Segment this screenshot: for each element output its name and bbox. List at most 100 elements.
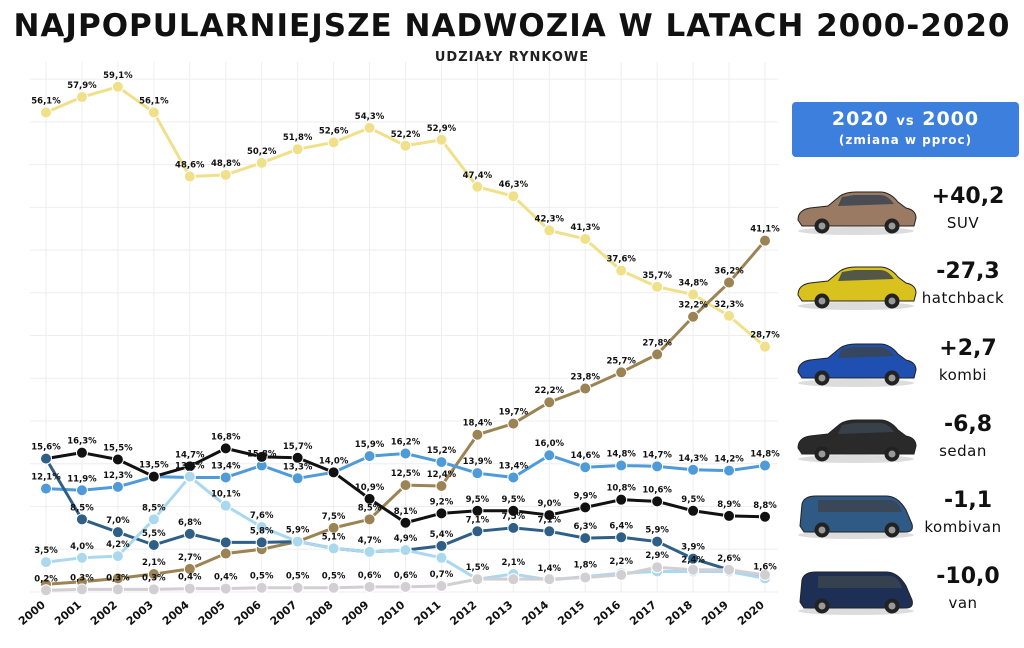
legend-row-van: -10,0 van <box>792 560 1022 630</box>
data-label-inne-2009: 0,6% <box>358 571 382 581</box>
x-tick-label-2016: 2016 <box>591 598 623 628</box>
data-label-kombivan-2004: 6,8% <box>178 518 202 528</box>
data-label-hatchback-2008: 52,6% <box>319 126 349 136</box>
data-point-SUV-2012 <box>471 428 484 441</box>
data-point-kombivan-2005 <box>219 536 232 549</box>
legend-change-value: +40,2 <box>931 184 1005 209</box>
data-label-kombivan-2015: 6,3% <box>573 522 597 532</box>
data-label-kombi-2016: 14,8% <box>606 449 636 459</box>
data-label-kombi-2004: 13,4% <box>175 461 205 471</box>
data-point-kombi-2000 <box>40 482 52 495</box>
data-point-hatchback-2001 <box>75 91 88 104</box>
data-label-van-2018: 2,4% <box>681 555 705 565</box>
data-label-kombi-2005: 13,4% <box>211 461 241 471</box>
data-point-hatchback-2005 <box>219 168 232 181</box>
data-label-SUV-2016: 25,7% <box>606 356 636 366</box>
x-tick-label-2015: 2015 <box>555 598 587 628</box>
data-point-inne-2017 <box>651 561 664 574</box>
data-label-SUV-2003: 2,1% <box>142 558 166 568</box>
data-point-inne-2003 <box>147 583 160 596</box>
year-2020: 2020 <box>831 108 889 130</box>
data-point-inne-2019 <box>723 563 736 576</box>
data-point-kombi-2001 <box>75 484 88 497</box>
legend-body-type-label: sedan <box>939 442 987 460</box>
data-point-sedan-2019 <box>723 509 736 522</box>
data-label-kombivan-2001: 8,5% <box>70 503 94 513</box>
data-point-SUV-2010 <box>399 479 412 492</box>
data-point-sedan-2016 <box>615 493 628 506</box>
data-point-hatchback-2008 <box>327 136 340 149</box>
data-point-SUV-2005 <box>219 547 232 560</box>
year-2000: 2000 <box>922 108 980 130</box>
data-point-hatchback-2010 <box>399 139 412 152</box>
data-point-van-2007 <box>291 535 304 548</box>
data-point-SUV-2020 <box>759 234 771 247</box>
data-point-van-2003 <box>147 513 160 526</box>
data-label-van-2016: 2,2% <box>609 557 633 567</box>
data-point-hatchback-2006 <box>255 156 268 169</box>
data-label-inne-2010: 0,6% <box>394 571 418 581</box>
data-point-van-2001 <box>75 551 88 564</box>
data-label-hatchback-2013: 46,3% <box>499 180 529 190</box>
data-point-sedan-2020 <box>759 510 771 523</box>
data-point-kombivan-2001 <box>75 513 88 526</box>
data-label-hatchback-2016: 37,6% <box>606 255 636 265</box>
data-point-hatchback-2011 <box>435 133 448 146</box>
data-point-sedan-2015 <box>579 501 592 514</box>
data-label-sedan-2009: 10,9% <box>355 483 385 493</box>
data-point-kombivan-2014 <box>543 525 556 538</box>
data-label-kombivan-2011: 5,4% <box>430 530 454 540</box>
data-label-SUV-2017: 27,8% <box>642 338 672 348</box>
data-label-sedan-2002: 15,5% <box>103 444 133 454</box>
data-point-inne-2009 <box>363 580 376 593</box>
data-label-kombi-2008: 14,0% <box>319 456 349 466</box>
data-point-inne-2020 <box>759 568 771 581</box>
x-tick-label-2007: 2007 <box>268 598 300 628</box>
data-point-kombivan-2006 <box>255 536 268 549</box>
data-label-SUV-2010: 12,5% <box>391 469 421 479</box>
legend-row-hatchback: -27,3 hatchback <box>792 255 1022 325</box>
x-tick-label-2005: 2005 <box>196 598 228 628</box>
legend-body-type-label: SUV <box>946 214 980 232</box>
data-label-kombivan-2010: 4,9% <box>394 534 418 544</box>
line-chart: 2000 2001 2002 2003 2004 2005 2006 2007 2008 2009… <box>16 62 780 628</box>
data-point-SUV-2008 <box>327 521 340 534</box>
data-point-hatchback-2013 <box>507 190 520 203</box>
data-point-kombivan-2016 <box>615 531 628 544</box>
data-label-inne-2002: 0,3% <box>106 573 130 583</box>
data-point-hatchback-2002 <box>111 80 124 93</box>
data-point-inne-2013 <box>507 573 520 586</box>
data-label-sedan-2018: 9,5% <box>681 495 705 505</box>
hatchback-car-icon <box>797 266 917 310</box>
data-label-inne-2004: 0,4% <box>178 573 202 583</box>
data-label-hatchback-2002: 59,1% <box>103 71 133 81</box>
data-label-sedan-2001: 16,3% <box>67 437 97 447</box>
x-tick-label-2018: 2018 <box>663 598 695 628</box>
data-label-hatchback-2014: 42,3% <box>535 214 565 224</box>
legend-change-value: +2,7 <box>939 336 997 361</box>
data-point-SUV-2004 <box>183 562 196 575</box>
data-label-inne-2003: 0,3% <box>142 573 166 583</box>
x-tick-label-2004: 2004 <box>160 598 192 628</box>
data-label-kombi-2002: 12,3% <box>103 471 133 481</box>
data-point-sedan-2002 <box>111 453 124 466</box>
data-point-inne-2004 <box>183 582 196 595</box>
data-label-sedan-2016: 10,8% <box>606 484 636 494</box>
data-label-kombi-2003: 13,5% <box>139 461 169 471</box>
data-label-hatchback-2015: 41,3% <box>571 223 601 233</box>
vs-label: vs <box>896 114 915 129</box>
data-label-SUV-2008: 7,5% <box>322 512 346 522</box>
data-label-kombi-2001: 11,9% <box>67 474 97 484</box>
data-label-hatchback-2004: 48,6% <box>175 161 205 171</box>
data-label-kombi-2020: 14,8% <box>750 449 780 459</box>
data-label-kombivan-2008: 5,1% <box>322 532 346 542</box>
data-point-kombivan-2012 <box>471 525 484 538</box>
x-tick-label-2012: 2012 <box>448 598 480 628</box>
comparison-note: (zmiana w pproc) <box>838 133 973 147</box>
data-label-kombi-2006: 15,8% <box>247 449 277 459</box>
data-label-van-2000: 3,5% <box>34 546 58 556</box>
data-point-SUV-2014 <box>543 396 556 409</box>
x-tick-label-2019: 2019 <box>699 598 731 628</box>
data-point-inne-2016 <box>615 568 628 581</box>
data-label-inne-2000: 0,2% <box>34 574 58 584</box>
